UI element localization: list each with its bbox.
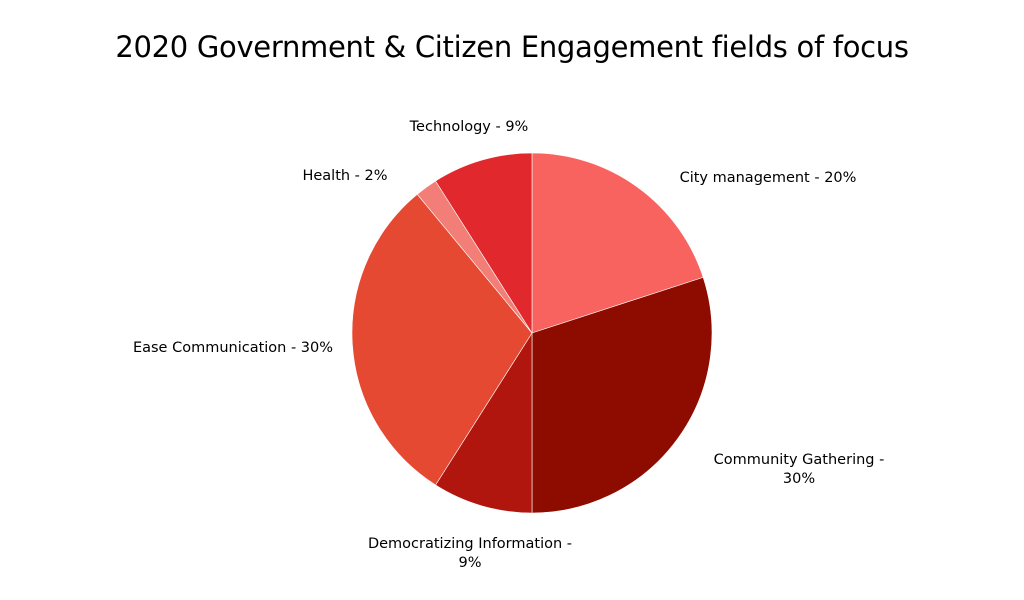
pie-slice-3 [351, 193, 533, 486]
pie-slice-0 [531, 152, 704, 334]
slice-label-line: Health - 2% [302, 168, 387, 184]
slice-label-3: Ease Communication - 30% [133, 340, 333, 356]
pie-slice-1 [531, 277, 713, 514]
slice-label-line: Technology - 9% [409, 119, 529, 135]
chart-title: 2020 Government & Citizen Engagement fie… [115, 30, 909, 64]
pie-slice-2 [435, 331, 533, 514]
slice-label-line: Community Gathering - [714, 452, 885, 468]
pie-labels: City management - 20% Community Gathering… [133, 119, 884, 571]
slice-label-0: City management - 20% [680, 170, 857, 186]
slice-label-1: Community Gathering - 30% [714, 452, 885, 487]
slice-label-line: Ease Communication - 30% [133, 340, 333, 356]
slice-label-line: Democratizing Information - [368, 536, 572, 552]
slice-label-5: Technology - 9% [409, 119, 529, 135]
slice-label-line: 9% [458, 555, 481, 571]
slice-label-4: Health - 2% [302, 168, 387, 184]
pie-slices [351, 152, 713, 514]
slice-label-line: 30% [783, 471, 815, 487]
slice-label-line: City management - 20% [680, 170, 857, 186]
pie-slice-5 [435, 152, 533, 335]
slice-label-2: Democratizing Information - 9% [368, 536, 572, 571]
